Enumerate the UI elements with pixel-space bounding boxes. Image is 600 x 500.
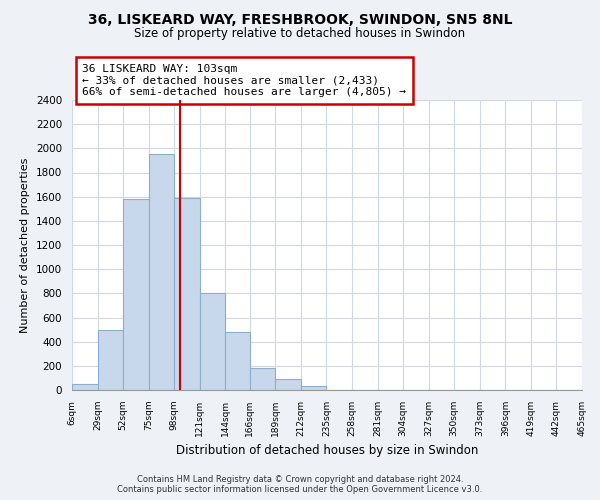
Bar — [174, 198, 200, 390]
Text: Contains HM Land Registry data © Crown copyright and database right 2024.
Contai: Contains HM Land Registry data © Crown c… — [118, 474, 482, 494]
Text: 36, LISKEARD WAY, FRESHBROOK, SWINDON, SN5 8NL: 36, LISKEARD WAY, FRESHBROOK, SWINDON, S… — [88, 12, 512, 26]
Bar — [226, 332, 250, 390]
Bar — [200, 294, 226, 390]
Bar — [98, 330, 123, 390]
Bar — [250, 368, 275, 390]
Text: 36 LISKEARD WAY: 103sqm
← 33% of detached houses are smaller (2,433)
66% of semi: 36 LISKEARD WAY: 103sqm ← 33% of detache… — [82, 64, 406, 97]
Text: Size of property relative to detached houses in Swindon: Size of property relative to detached ho… — [134, 28, 466, 40]
Bar — [123, 199, 149, 390]
Bar — [275, 379, 301, 390]
Bar — [301, 386, 326, 390]
Bar — [72, 384, 98, 390]
Bar — [149, 154, 174, 390]
X-axis label: Distribution of detached houses by size in Swindon: Distribution of detached houses by size … — [176, 444, 478, 458]
Y-axis label: Number of detached properties: Number of detached properties — [20, 158, 31, 332]
